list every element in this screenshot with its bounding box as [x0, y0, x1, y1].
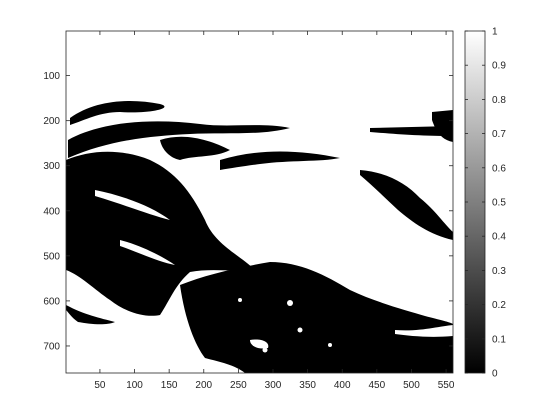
- y-tick-label: 500: [43, 251, 60, 262]
- colorbar-tick-label: 0.9: [492, 61, 506, 72]
- colorbar-ticks: 0 0.1 0.2 0.3 0.4 0.5 0.6 0.7 0.8 0.9 1: [465, 27, 506, 380]
- y-tick-label: 700: [43, 341, 60, 352]
- x-tick-label: 100: [126, 380, 143, 391]
- x-tick-label: 450: [369, 380, 386, 391]
- y-tick-label: 400: [43, 206, 60, 217]
- colorbar-tick-label: 0.3: [492, 266, 506, 277]
- x-tick-label: 200: [195, 380, 212, 391]
- x-tick-label: 350: [299, 380, 316, 391]
- colorbar-tick-label: 0.7: [492, 129, 506, 140]
- image-axes-box: [65, 30, 454, 374]
- x-tick-label: 250: [230, 380, 247, 391]
- colorbar-tick-label: 0.1: [492, 334, 506, 345]
- y-tick-label: 200: [43, 116, 60, 127]
- colorbar-tick-label: 0.5: [492, 198, 506, 209]
- x-tick-label: 50: [94, 380, 106, 391]
- y-axis-ticks: 100 200 300 400 500 600 700: [43, 71, 453, 352]
- y-tick-label: 300: [43, 161, 60, 172]
- x-tick-label: 550: [438, 380, 455, 391]
- x-tick-label: 500: [403, 380, 420, 391]
- colorbar-tick-label: 0: [492, 369, 498, 380]
- satellite-image: [66, 31, 453, 373]
- x-axis-ticks: 50 100 150 200 250 300 350 400 450 500 550: [94, 31, 455, 391]
- x-tick-label: 150: [161, 380, 178, 391]
- colorbar-tick-label: 0.4: [492, 232, 506, 243]
- colorbar-tick-label: 0.8: [492, 95, 506, 106]
- colorbar-tick-label: 0.2: [492, 300, 506, 311]
- x-tick-label: 400: [334, 380, 351, 391]
- x-tick-label: 300: [265, 380, 282, 391]
- y-tick-label: 100: [43, 71, 60, 82]
- colorbar-tick-label: 1: [492, 27, 498, 38]
- y-tick-label: 600: [43, 296, 60, 307]
- colorbar-tick-label: 0.6: [492, 163, 506, 174]
